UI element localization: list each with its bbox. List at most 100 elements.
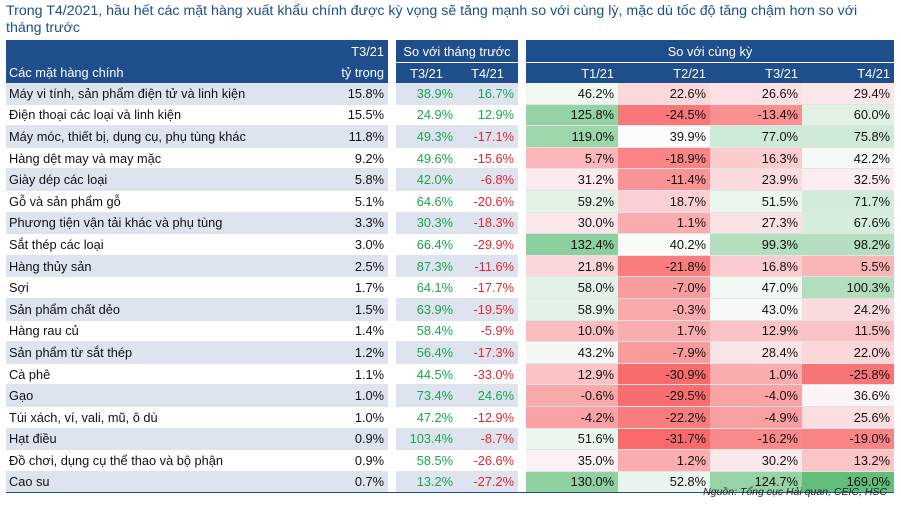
yoy-cell: -13.4% xyxy=(710,104,802,127)
yoy-cell: 132.4% xyxy=(526,233,618,256)
table-row: Giày dép các loại 5.8% 42.0% -6.8% 31.2% -11.… xyxy=(6,168,894,191)
item-name-cell: Hàng thủy sản xyxy=(6,255,336,278)
mom-cell: 66.4% xyxy=(396,233,457,256)
spacer-cell xyxy=(388,384,396,407)
header-share-bottom: tỷ trọng xyxy=(336,62,388,83)
spacer-cell xyxy=(388,320,396,342)
item-name-cell: Hàng dệt may và may mặc xyxy=(6,147,336,170)
spacer-cell xyxy=(388,363,396,385)
table-row: Phương tiện vận tải khác và phụ tùng 3.3%… xyxy=(6,212,894,235)
yoy-cell: 36.6% xyxy=(802,384,894,407)
spacer-cell xyxy=(518,233,526,256)
yoy-cell: -11.4% xyxy=(618,168,710,191)
table-row: Sản phẩm chất dẻo 1.5% 63.9% -19.5% 58.9% -0.… xyxy=(6,298,894,321)
mom-cell: 16.7% xyxy=(457,83,518,105)
yoy-cell: 51.6% xyxy=(526,428,618,451)
share-cell: 3.3% xyxy=(336,212,388,235)
spacer-cell xyxy=(518,428,526,450)
table-row: Đồ chơi, dụng cụ thể thao và bộ phận 0.9%… xyxy=(6,449,894,472)
yoy-cell: 32.5% xyxy=(802,168,894,191)
header-yoy-col: T4/21 xyxy=(802,62,894,83)
header-yoy-group: So với cùng kỳ xyxy=(526,40,894,63)
yoy-cell: 31.2% xyxy=(526,168,618,191)
yoy-cell: -24.5% xyxy=(618,104,710,127)
mom-cell: -29.9% xyxy=(457,233,518,256)
mom-cell: 87.3% xyxy=(396,255,457,278)
yoy-cell: 21.8% xyxy=(526,255,618,278)
spacer-cell xyxy=(388,341,396,364)
spacer-cell xyxy=(518,341,526,364)
yoy-cell: 12.9% xyxy=(710,320,802,343)
mom-cell: -33.0% xyxy=(457,363,518,386)
yoy-cell: 22.0% xyxy=(802,341,894,364)
item-name-cell: Máy móc, thiết bị, dụng cụ, phụ tùng khá… xyxy=(6,125,336,148)
spacer-cell xyxy=(388,406,396,428)
mom-cell: -8.7% xyxy=(457,428,518,451)
mom-cell: 58.4% xyxy=(396,320,457,343)
yoy-cell: 43.2% xyxy=(526,341,618,364)
yoy-cell: -4.0% xyxy=(710,384,802,407)
table-row: Máy vi tính, sản phẩm điện tử và linh ki… xyxy=(6,83,894,105)
yoy-cell: 1.0% xyxy=(710,363,802,386)
yoy-cell: 27.3% xyxy=(710,212,802,235)
yoy-cell: 39.9% xyxy=(618,125,710,148)
mom-cell: -17.1% xyxy=(457,125,518,148)
table-row: Cao su 0.7% 13.2% -27.2% 130.0% 52.8% 124.7% 16… xyxy=(6,471,894,494)
spacer-cell xyxy=(518,212,526,234)
spacer-cell xyxy=(388,298,396,321)
yoy-cell: 16.3% xyxy=(710,147,802,170)
yoy-cell: 18.7% xyxy=(618,190,710,213)
share-cell: 5.8% xyxy=(336,168,388,191)
item-name-cell: Gỗ và sản phẩm gỗ xyxy=(6,190,336,213)
header-yoy-col: T3/21 xyxy=(710,62,802,83)
share-cell: 1.5% xyxy=(336,298,388,321)
yoy-cell: -7.9% xyxy=(618,341,710,364)
table-row: Gạo 1.0% 73.4% 24.6% -0.6% -29.5% -4.0% 36.6% xyxy=(6,384,894,407)
table-row: Hạt điều 0.9% 103.4% -8.7% 51.6% -31.7% -16.2%… xyxy=(6,428,894,451)
mom-cell: 49.3% xyxy=(396,125,457,148)
share-cell: 1.0% xyxy=(336,406,388,429)
yoy-cell: -29.5% xyxy=(618,384,710,407)
spacer-cell xyxy=(518,471,526,494)
yoy-cell: 124.7% xyxy=(710,471,802,494)
item-name-cell: Phương tiện vận tải khác và phụ tùng xyxy=(6,212,336,235)
spacer-cell xyxy=(518,320,526,342)
share-cell: 1.4% xyxy=(336,320,388,343)
yoy-cell: 43.0% xyxy=(710,298,802,321)
source-note: Nguồn: Tổng cục Hải quan, CEIC, HSC xyxy=(703,486,887,498)
yoy-cell: -7.0% xyxy=(618,276,710,299)
table-row: Hàng rau củ 1.4% 58.4% -5.9% 10.0% 1.7% 12.9% 1… xyxy=(6,320,894,343)
mom-cell: 24.9% xyxy=(396,104,457,127)
share-cell: 11.8% xyxy=(336,125,388,148)
spacer-cell xyxy=(388,212,396,234)
mom-cell: 56.4% xyxy=(396,341,457,364)
spacer-cell xyxy=(388,147,396,169)
yoy-cell: 98.2% xyxy=(802,233,894,256)
mom-cell: 47.2% xyxy=(396,406,457,429)
item-name-cell: Sắt thép các loại xyxy=(6,233,336,256)
yoy-cell: 1.7% xyxy=(618,320,710,343)
yoy-cell: 46.2% xyxy=(526,83,618,105)
mom-cell: -5.9% xyxy=(457,320,518,343)
item-name-cell: Máy vi tính, sản phẩm điện tử và linh ki… xyxy=(6,83,336,105)
spacer-cell xyxy=(388,276,396,299)
share-cell: 15.5% xyxy=(336,104,388,127)
table-row: Hàng dệt may và may mặc 9.2% 49.6% -15.6% 5.… xyxy=(6,147,894,170)
yoy-cell: 5.7% xyxy=(526,147,618,170)
mom-cell: -26.6% xyxy=(457,449,518,472)
yoy-cell: 51.5% xyxy=(710,190,802,213)
table-row: Sắt thép các loại 3.0% 66.4% -29.9% 132.4% 40… xyxy=(6,233,894,256)
yoy-cell: 1.1% xyxy=(618,212,710,235)
yoy-cell: 24.2% xyxy=(802,298,894,321)
share-cell: 15.8% xyxy=(336,83,388,105)
yoy-cell: -22.2% xyxy=(618,406,710,429)
mom-cell: -19.5% xyxy=(457,298,518,321)
yoy-cell: 99.3% xyxy=(710,233,802,256)
yoy-cell: 71.7% xyxy=(802,190,894,213)
table-header-row-bottom: Các mặt hàng chính tỷ trọng T3/21 T4/21 … xyxy=(6,62,894,83)
spacer-cell xyxy=(518,276,526,299)
yoy-cell: -25.8% xyxy=(802,363,894,386)
spacer-cell xyxy=(518,104,526,126)
yoy-cell: 13.2% xyxy=(802,449,894,472)
table-header-row-top: T3/21 So với tháng trước So với cùng kỳ xyxy=(6,40,894,63)
